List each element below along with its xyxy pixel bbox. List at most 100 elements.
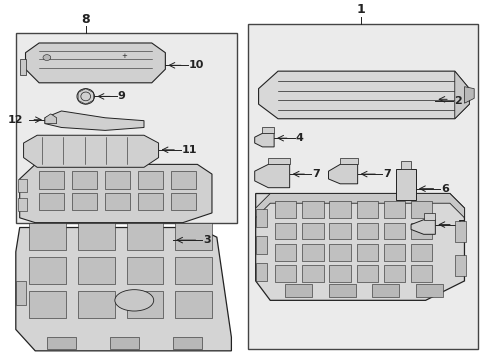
Ellipse shape	[43, 55, 51, 60]
Bar	[329, 222, 350, 239]
Bar	[105, 193, 130, 210]
Bar	[171, 171, 196, 189]
Bar	[329, 265, 350, 282]
Text: 2: 2	[453, 96, 461, 106]
Bar	[329, 201, 350, 218]
Bar	[302, 201, 323, 218]
Text: 1: 1	[355, 3, 364, 16]
Bar	[396, 169, 415, 200]
Polygon shape	[25, 43, 165, 83]
Bar	[383, 244, 405, 261]
Text: 7: 7	[382, 169, 390, 179]
Bar	[29, 257, 66, 284]
Polygon shape	[23, 135, 158, 167]
Polygon shape	[454, 71, 468, 119]
Bar	[126, 257, 163, 284]
Bar	[275, 201, 296, 218]
Bar	[383, 201, 405, 218]
Polygon shape	[45, 114, 57, 123]
Text: 12: 12	[8, 115, 23, 125]
Text: 4: 4	[295, 133, 303, 143]
Polygon shape	[340, 158, 357, 165]
Polygon shape	[254, 133, 274, 147]
Bar	[39, 171, 64, 189]
Bar	[401, 162, 410, 169]
Text: 9: 9	[118, 91, 125, 102]
Polygon shape	[254, 165, 289, 188]
Bar	[275, 222, 296, 239]
Bar	[78, 257, 115, 284]
Bar	[171, 193, 196, 210]
Bar	[255, 236, 267, 254]
Bar	[18, 179, 27, 192]
Bar	[126, 291, 163, 318]
Text: 6: 6	[440, 184, 448, 194]
Bar	[138, 171, 163, 189]
Polygon shape	[464, 87, 473, 103]
Ellipse shape	[77, 89, 94, 104]
Bar	[110, 337, 139, 349]
Bar	[454, 221, 466, 242]
Bar	[255, 209, 267, 226]
Bar	[47, 337, 76, 349]
Bar	[105, 171, 130, 189]
Polygon shape	[258, 71, 468, 119]
Bar	[39, 193, 64, 210]
Bar	[328, 284, 355, 297]
Bar	[383, 265, 405, 282]
Bar	[18, 198, 27, 211]
Bar	[72, 193, 97, 210]
Bar	[175, 291, 211, 318]
Bar	[16, 281, 25, 305]
Bar	[371, 284, 399, 297]
Ellipse shape	[115, 290, 153, 311]
Bar	[383, 222, 405, 239]
Bar	[329, 244, 350, 261]
Polygon shape	[20, 59, 25, 75]
Bar	[29, 222, 66, 250]
Bar	[247, 23, 477, 349]
Polygon shape	[45, 111, 143, 130]
Bar	[356, 201, 377, 218]
Bar	[275, 265, 296, 282]
Bar	[410, 244, 431, 261]
Text: 8: 8	[81, 13, 90, 26]
Text: 7: 7	[311, 169, 319, 179]
Bar	[275, 244, 296, 261]
Polygon shape	[423, 213, 434, 220]
Bar	[255, 264, 267, 281]
Bar	[410, 222, 431, 239]
Bar	[356, 265, 377, 282]
Bar	[284, 284, 311, 297]
Bar	[16, 33, 237, 222]
Polygon shape	[16, 228, 231, 351]
Bar	[138, 193, 163, 210]
Bar	[173, 337, 202, 349]
Polygon shape	[410, 220, 434, 234]
Bar	[29, 291, 66, 318]
Bar	[78, 222, 115, 250]
Text: +: +	[122, 53, 127, 59]
Polygon shape	[255, 194, 464, 218]
Bar	[410, 201, 431, 218]
Polygon shape	[255, 194, 464, 300]
Polygon shape	[268, 158, 289, 165]
Bar	[356, 222, 377, 239]
Bar	[302, 222, 323, 239]
Bar	[175, 222, 211, 250]
Bar	[302, 265, 323, 282]
Bar	[126, 222, 163, 250]
Polygon shape	[262, 127, 274, 133]
Bar	[72, 171, 97, 189]
Polygon shape	[328, 165, 357, 184]
Text: 10: 10	[188, 60, 203, 70]
Text: 3: 3	[203, 235, 210, 245]
Bar	[175, 257, 211, 284]
Polygon shape	[20, 165, 211, 222]
Bar	[415, 284, 442, 297]
Bar	[302, 244, 323, 261]
Bar	[410, 265, 431, 282]
Bar	[454, 255, 466, 276]
Bar	[78, 291, 115, 318]
Text: 11: 11	[182, 145, 197, 155]
